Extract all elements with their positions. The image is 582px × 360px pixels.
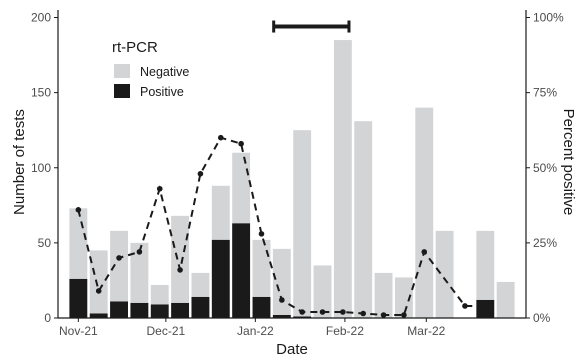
percent-positive-point-5	[177, 267, 183, 273]
percent-positive-point-17	[421, 249, 428, 255]
bar-negative-21	[496, 281, 515, 318]
bars-layer	[69, 40, 515, 319]
y-tick-label-0: 0	[44, 311, 51, 325]
y2-tick-label-0: 0%	[533, 311, 551, 325]
bar-positive-10	[272, 314, 291, 318]
percent-positive-point-10	[279, 297, 285, 303]
percent-positive-point-14	[360, 310, 367, 317]
percent-positive-point-4	[156, 185, 163, 192]
y-tick-label-200: 200	[31, 11, 51, 25]
axes-layer: 0 50 100 150 200 0% 25% 50% 75% 100% Nov-21 Dec-21 J…	[31, 10, 564, 338]
bar-positive-6	[191, 296, 210, 318]
bar-positive-2	[110, 301, 128, 318]
x-tick-label-1: Dec-21	[146, 324, 185, 338]
interval-annotation	[272, 20, 351, 33]
x-tick-label-3: Feb-22	[326, 324, 364, 338]
x-axis-title: Date	[276, 341, 308, 358]
percent-positive-point-16	[401, 312, 407, 318]
y-tick-label-100: 100	[31, 161, 51, 175]
percent-positive-point-11	[299, 309, 305, 315]
percent-positive-point-8	[238, 140, 244, 147]
bar-negative-2	[110, 230, 128, 302]
percent-positive-point-3	[136, 249, 143, 255]
bar-negative-5	[171, 215, 190, 303]
bar-negative-16	[394, 277, 413, 318]
bar-positive-1	[89, 313, 108, 318]
bar-positive-8	[232, 223, 251, 318]
bar-negative-18	[435, 230, 454, 318]
bar-negative-9	[252, 239, 271, 297]
percent-positive-line-layer	[75, 134, 489, 318]
bar-negative-12	[313, 265, 332, 318]
y2-tick-label-2: 50%	[533, 161, 557, 175]
legend-label-negative: Negative	[140, 65, 189, 79]
percent-positive-point-18	[462, 303, 468, 309]
bar-negative-11	[293, 130, 312, 317]
percent-positive-point-9	[258, 231, 265, 237]
bar-negative-15	[374, 272, 393, 318]
bar-negative-20	[476, 230, 495, 300]
bar-positive-5	[171, 302, 190, 318]
y2-axis-title: Percent positive	[560, 109, 577, 216]
percent-positive-line	[77, 136, 486, 316]
bar-negative-13	[333, 40, 352, 319]
bar-negative-0	[69, 208, 88, 279]
bar-positive-0	[69, 278, 88, 318]
percent-positive-point-19	[482, 303, 489, 309]
percent-positive-point-1	[95, 288, 102, 294]
bar-negative-3	[130, 242, 149, 303]
percent-positive-point-13	[340, 309, 346, 315]
legend: rt-PCR Negative Positive	[112, 39, 189, 99]
bar-positive-3	[130, 302, 149, 318]
percent-positive-point-15	[380, 312, 387, 318]
bar-positive-11	[293, 316, 312, 318]
y2-tick-label-1: 25%	[533, 236, 557, 250]
bar-positive-4	[150, 304, 169, 318]
percent-positive-point-2	[116, 255, 122, 261]
bar-negative-14	[354, 121, 373, 319]
bar-negative-8	[232, 152, 251, 224]
y-tick-label-150: 150	[31, 86, 51, 100]
x-tick-label-4: Mar-22	[407, 324, 445, 338]
bar-negative-1	[89, 250, 108, 314]
bar-negative-6	[191, 272, 210, 297]
bar-negative-7	[211, 185, 230, 240]
x-tick-label-2: Jan-22	[237, 324, 274, 338]
x-tick-label-0: Nov-21	[59, 324, 98, 338]
percent-positive-point-6	[197, 170, 204, 177]
legend-title: rt-PCR	[112, 39, 158, 56]
bar-positive-20	[476, 299, 495, 318]
percent-positive-point-12	[319, 309, 326, 315]
y2-tick-label-3: 75%	[533, 86, 557, 100]
y2-tick-label-4: 100%	[533, 11, 564, 25]
legend-label-positive: Positive	[140, 85, 184, 99]
legend-swatch-positive	[114, 84, 130, 98]
percent-positive-point-0	[75, 207, 82, 213]
legend-swatch-negative	[114, 64, 130, 78]
y-axis-title: Number of tests	[11, 109, 28, 215]
bar-positive-9	[252, 296, 271, 318]
bar-negative-4	[150, 284, 169, 305]
bar-negative-17	[415, 107, 434, 318]
bar-negative-10	[272, 248, 291, 315]
bar-positive-7	[211, 239, 230, 318]
y-tick-label-50: 50	[38, 236, 52, 250]
percent-positive-point-7	[217, 134, 224, 141]
